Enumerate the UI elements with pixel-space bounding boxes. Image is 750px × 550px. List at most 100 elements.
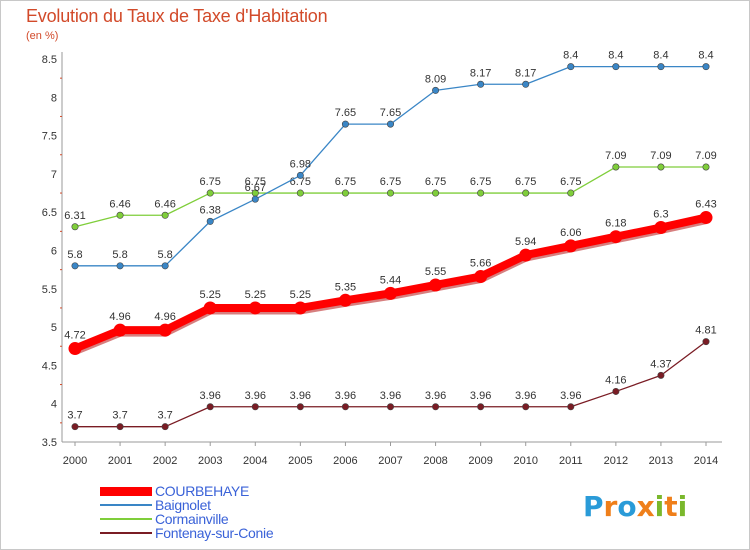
x-tick-label: 2006 (333, 455, 357, 467)
point-fontenay-sur-conie (71, 423, 79, 431)
y-tick-label: 3.5 (42, 437, 57, 449)
point-courbehaye (609, 230, 623, 244)
point-cormainville (567, 189, 575, 197)
point-baignolet (386, 120, 394, 128)
data-label-fontenay-sur-conie: 3.96 (200, 390, 221, 402)
point-cormainville (657, 163, 665, 171)
point-courbehaye (474, 270, 488, 284)
point-courbehaye (564, 239, 578, 253)
data-label-fontenay-sur-conie: 3.96 (470, 390, 491, 402)
point-baignolet (477, 80, 485, 88)
point-baignolet (71, 262, 79, 270)
data-label-fontenay-sur-conie: 3.96 (515, 390, 536, 402)
data-label-cormainville: 6.31 (64, 210, 85, 222)
x-tick-label: 2002 (153, 455, 177, 467)
data-label-cormainville: 6.75 (200, 176, 221, 188)
x-tick-label: 2004 (243, 455, 267, 467)
data-label-baignolet: 6.98 (290, 158, 311, 170)
data-label-cormainville: 7.09 (650, 150, 671, 162)
data-label-fontenay-sur-conie: 3.96 (380, 390, 401, 402)
data-label-courbehaye: 5.44 (380, 274, 401, 286)
point-fontenay-sur-conie (522, 403, 530, 411)
data-label-courbehaye: 5.35 (335, 281, 356, 293)
point-cormainville (477, 189, 485, 197)
data-label-fontenay-sur-conie: 4.37 (650, 358, 671, 370)
logo-letter: o (617, 490, 637, 523)
data-label-cormainville: 6.75 (425, 176, 446, 188)
point-baignolet (116, 262, 124, 270)
point-courbehaye (384, 286, 397, 300)
data-label-cormainville: 6.75 (560, 176, 581, 188)
point-courbehaye (654, 221, 668, 235)
point-baignolet (522, 80, 530, 88)
point-baignolet (567, 63, 575, 71)
data-label-fontenay-sur-conie: 4.81 (695, 325, 716, 337)
point-baignolet (341, 120, 349, 128)
point-cormainville (341, 189, 349, 197)
data-label-baignolet: 7.65 (335, 107, 356, 119)
data-label-baignolet: 8.4 (563, 50, 578, 62)
x-tick-label: 2008 (423, 455, 447, 467)
point-courbehaye (293, 301, 307, 315)
y-tick-label: 4 (51, 399, 57, 411)
point-cormainville (161, 211, 169, 219)
point-courbehaye (248, 301, 262, 315)
point-baignolet (161, 262, 169, 270)
chart-title: Evolution du Taux de Taxe d'Habitation (26, 6, 328, 26)
y-tick-label: 4.5 (42, 360, 57, 372)
data-label-baignolet: 8.17 (470, 67, 491, 79)
data-label-cormainville: 6.46 (109, 198, 130, 210)
point-baignolet (702, 63, 710, 71)
point-courbehaye (429, 278, 443, 292)
x-tick-label: 2001 (108, 455, 132, 467)
data-label-cormainville: 6.75 (470, 176, 491, 188)
data-label-fontenay-sur-conie: 3.96 (425, 390, 446, 402)
data-label-baignolet: 5.8 (157, 249, 172, 261)
point-cormainville (116, 211, 124, 219)
x-tick-label: 2011 (559, 455, 583, 467)
point-courbehaye (68, 342, 82, 356)
x-tick-label: 2014 (694, 455, 718, 467)
point-cormainville (522, 189, 530, 197)
data-label-courbehaye: 6.3 (653, 209, 668, 221)
data-label-courbehaye: 6.18 (605, 218, 626, 230)
data-label-courbehaye: 5.25 (245, 289, 266, 301)
y-tick-label: 7.5 (42, 131, 57, 143)
point-courbehaye (158, 323, 172, 337)
logo-letter: i (677, 490, 688, 523)
legend-label: Cormainville (155, 511, 229, 527)
point-cormainville (206, 189, 214, 197)
data-label-fontenay-sur-conie: 4.16 (605, 374, 626, 386)
point-cormainville (612, 163, 620, 171)
data-label-fontenay-sur-conie: 3.7 (112, 410, 127, 422)
proxiti-logo: Proxiti (583, 490, 687, 523)
legend-swatch (100, 504, 152, 506)
point-fontenay-sur-conie (116, 423, 124, 431)
data-label-courbehaye: 5.94 (515, 236, 536, 248)
data-label-courbehaye: 5.66 (470, 258, 491, 270)
data-label-cormainville: 6.75 (515, 176, 536, 188)
data-label-fontenay-sur-conie: 3.96 (335, 390, 356, 402)
point-fontenay-sur-conie (296, 403, 304, 411)
logo-letter: x (636, 490, 655, 523)
data-label-baignolet: 6.38 (200, 204, 221, 216)
point-cormainville (702, 163, 710, 171)
logo-letter: t (664, 490, 678, 523)
data-label-courbehaye: 6.06 (560, 227, 581, 239)
data-label-baignolet: 8.4 (653, 50, 668, 62)
point-baignolet (296, 171, 304, 179)
data-label-cormainville: 7.09 (605, 150, 626, 162)
point-fontenay-sur-conie (251, 403, 259, 411)
point-courbehaye (113, 323, 127, 337)
point-fontenay-sur-conie (432, 403, 440, 411)
point-baignolet (612, 63, 620, 71)
point-cormainville (71, 223, 79, 231)
data-label-courbehaye: 4.96 (154, 311, 175, 323)
logo-letter: r (603, 490, 618, 523)
data-label-cormainville: 6.75 (245, 176, 266, 188)
x-tick-label: 2003 (198, 455, 222, 467)
data-label-fontenay-sur-conie: 3.96 (290, 390, 311, 402)
legend-swatch (100, 518, 152, 520)
data-label-fontenay-sur-conie: 3.96 (560, 390, 581, 402)
